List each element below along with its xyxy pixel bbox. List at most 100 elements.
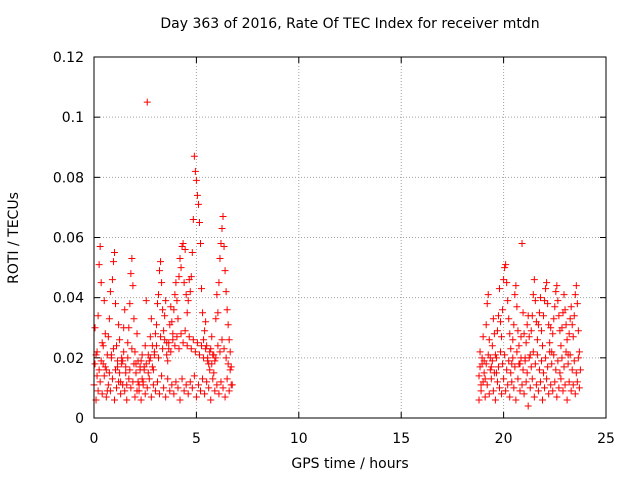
data-point xyxy=(529,348,537,356)
data-point xyxy=(146,354,154,362)
data-point xyxy=(161,336,169,344)
data-point xyxy=(506,330,514,338)
data-point xyxy=(211,357,219,365)
data-point xyxy=(576,366,584,374)
data-point xyxy=(124,339,132,347)
data-point xyxy=(172,279,180,287)
data-point xyxy=(153,378,161,386)
data-point xyxy=(503,366,511,374)
data-point xyxy=(148,363,156,371)
data-point xyxy=(224,321,232,329)
data-point xyxy=(185,333,193,341)
data-point xyxy=(175,345,183,353)
data-point xyxy=(551,303,559,311)
data-point xyxy=(571,390,579,398)
data-point xyxy=(526,384,534,392)
data-point xyxy=(509,336,517,344)
data-point xyxy=(532,381,540,389)
data-point xyxy=(553,393,561,401)
data-point xyxy=(202,345,210,353)
data-point xyxy=(147,393,155,401)
data-point xyxy=(500,375,508,383)
data-point xyxy=(554,357,562,365)
data-point xyxy=(177,264,185,272)
data-point xyxy=(561,306,569,314)
data-point xyxy=(216,348,224,356)
data-point xyxy=(174,315,182,323)
data-point xyxy=(176,396,184,404)
data-point xyxy=(168,318,176,326)
data-point xyxy=(553,282,561,290)
data-point xyxy=(544,363,552,371)
data-point xyxy=(98,390,106,398)
data-point xyxy=(170,306,178,314)
data-point xyxy=(134,357,142,365)
data-point xyxy=(547,381,555,389)
data-point xyxy=(509,354,517,362)
data-point xyxy=(97,357,105,365)
data-point xyxy=(172,378,180,386)
data-point xyxy=(570,357,578,365)
data-point xyxy=(190,372,198,380)
data-point xyxy=(528,312,536,320)
data-point xyxy=(131,348,139,356)
data-point xyxy=(549,387,557,395)
data-point xyxy=(524,402,532,410)
data-point xyxy=(104,333,112,341)
data-point xyxy=(164,357,172,365)
data-point xyxy=(518,240,526,248)
data-point xyxy=(575,348,583,356)
data-point xyxy=(549,330,557,338)
data-point xyxy=(226,366,234,374)
data-point xyxy=(94,312,102,320)
data-point xyxy=(162,297,170,305)
data-point xyxy=(493,327,501,335)
data-point xyxy=(208,333,216,341)
data-point xyxy=(508,378,516,386)
data-point xyxy=(531,360,539,368)
data-point xyxy=(219,384,227,392)
data-point xyxy=(189,336,197,344)
data-point xyxy=(507,345,515,353)
data-point xyxy=(206,348,214,356)
data-point xyxy=(571,291,579,299)
y-tick-label: 0.08 xyxy=(53,170,84,186)
data-point xyxy=(510,321,518,329)
data-point xyxy=(507,369,515,377)
data-point xyxy=(550,351,558,359)
y-tick-label: 0.02 xyxy=(53,351,84,367)
data-point xyxy=(94,387,102,395)
data-point xyxy=(186,288,194,296)
data-point xyxy=(188,384,196,392)
data-point xyxy=(155,354,163,362)
data-point xyxy=(222,288,230,296)
data-point xyxy=(515,342,523,350)
x-tick-label: 25 xyxy=(597,431,615,447)
data-point xyxy=(506,393,514,401)
data-point xyxy=(196,240,204,248)
data-point xyxy=(487,375,495,383)
data-point xyxy=(117,390,125,398)
data-point xyxy=(164,375,172,383)
data-point xyxy=(194,200,202,208)
data-point xyxy=(550,315,558,323)
data-point xyxy=(212,354,220,362)
data-point xyxy=(171,291,179,299)
data-point xyxy=(215,279,223,287)
data-point xyxy=(536,294,544,302)
data-point xyxy=(156,390,164,398)
data-point xyxy=(108,375,116,383)
data-point xyxy=(127,384,135,392)
data-point xyxy=(541,297,549,305)
data-point xyxy=(499,360,507,368)
data-point xyxy=(491,351,499,359)
data-point xyxy=(505,357,513,365)
data-point xyxy=(173,333,181,341)
data-point xyxy=(125,375,133,383)
data-point xyxy=(163,351,171,359)
data-point xyxy=(140,366,148,374)
data-point xyxy=(482,360,490,368)
data-point xyxy=(221,267,229,275)
data-point xyxy=(138,351,146,359)
